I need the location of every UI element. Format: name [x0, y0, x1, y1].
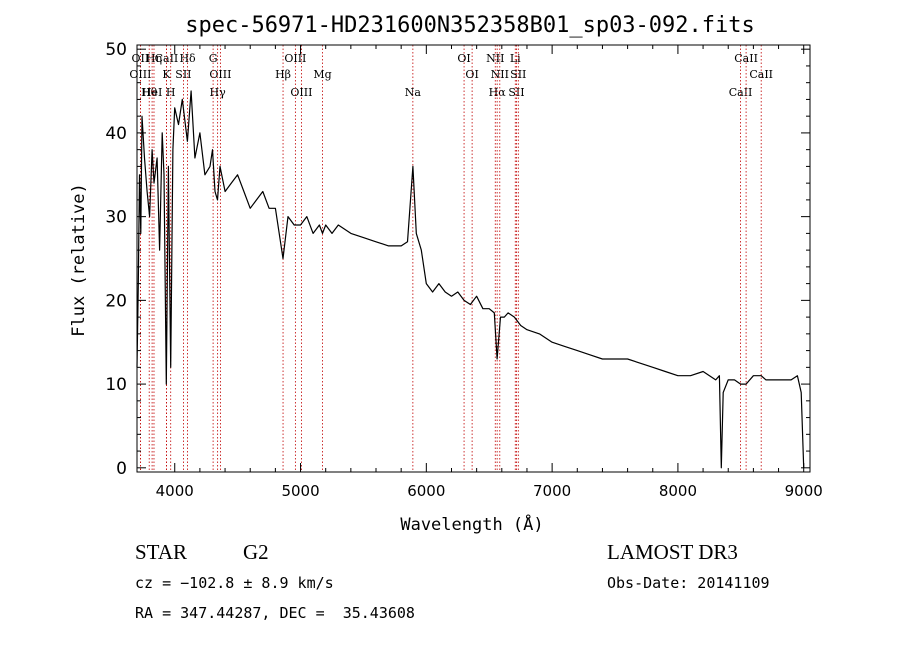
coordinates: RA = 347.44287, DEC = 35.43608 [135, 604, 415, 622]
spectral-line-label: SII [175, 68, 191, 81]
x-tick-label: 9000 [785, 482, 823, 500]
y-axis: 0 10 20 30 40 50 [105, 40, 810, 479]
spectral-line-label: OIII [129, 68, 151, 81]
spectral-line-label: HeI [142, 86, 162, 99]
spectral-line-label: OII [132, 52, 150, 65]
x-tick-label: 7000 [533, 482, 571, 500]
spectral-line-label: NII [486, 52, 504, 65]
spectral-line-label: H [166, 86, 176, 99]
obs-date: Obs-Date: 20141109 [607, 574, 770, 592]
spectral-line-label: Hδ [179, 52, 196, 65]
spectral-line-label: Li [510, 52, 521, 65]
spectral-line-label: CaII [155, 52, 179, 65]
flux-series-line [136, 90, 805, 469]
object-class: STAR [135, 540, 187, 564]
spectral-line-label: CaII [734, 52, 758, 65]
spectral-line-label: Hβ [275, 68, 291, 81]
y-tick-label: 40 [105, 124, 127, 144]
spectral-line-label: K [162, 68, 171, 81]
x-tick-label: 5000 [281, 482, 319, 500]
y-tick-label: 10 [105, 375, 127, 395]
chart-title: spec-56971-HD231600N352358B01_sp03-092.f… [185, 13, 755, 38]
spectral-line-label: NII [491, 68, 509, 81]
spectral-line-label: OI [465, 68, 478, 81]
spectral-line-label: Hη [146, 52, 162, 65]
spectral-line-label: Hα [489, 86, 507, 99]
spectral-line-label: SII [510, 68, 526, 81]
spectral-line-label: OIII [290, 86, 312, 99]
y-tick-label: 20 [105, 291, 127, 311]
subclass: G2 [243, 540, 269, 564]
y-tick-label: 0 [116, 459, 127, 479]
y-tick-label: 50 [105, 40, 127, 60]
x-axis-label: Wavelength (Å) [400, 513, 543, 535]
spectral-line-label: G [209, 52, 218, 65]
y-tick-label: 30 [105, 208, 127, 228]
series-layer [136, 90, 805, 469]
survey: LAMOST DR3 [607, 540, 738, 564]
spectral-line-label: Hγ [210, 86, 227, 99]
x-tick-label: 6000 [407, 482, 445, 500]
spectral-lines: CaII K Hθ OII OIII HeI Hη SII H Hδ OIII Hγ G Hβ OIII OI… [129, 45, 773, 472]
x-tick-label: 4000 [156, 482, 194, 500]
y-axis-label: Flux (relative) [69, 183, 89, 337]
spectral-line-label: CaII [729, 86, 753, 99]
spectral-line-label: OI [457, 52, 470, 65]
spectral-line-label: Na [405, 86, 422, 99]
spectral-line-label: OIII [284, 52, 306, 65]
spectral-line-label: Mg [313, 68, 331, 81]
spectral-line-label: OIII [209, 68, 231, 81]
spectral-line-label: Hθ [141, 86, 158, 99]
plot-frame [136, 44, 811, 473]
spectral-line-label: SII [508, 86, 524, 99]
spectral-line-label: CaII [749, 68, 773, 81]
x-tick-label: 8000 [659, 482, 697, 500]
redshift: cz = −102.8 ± 8.9 km/s [135, 574, 334, 592]
